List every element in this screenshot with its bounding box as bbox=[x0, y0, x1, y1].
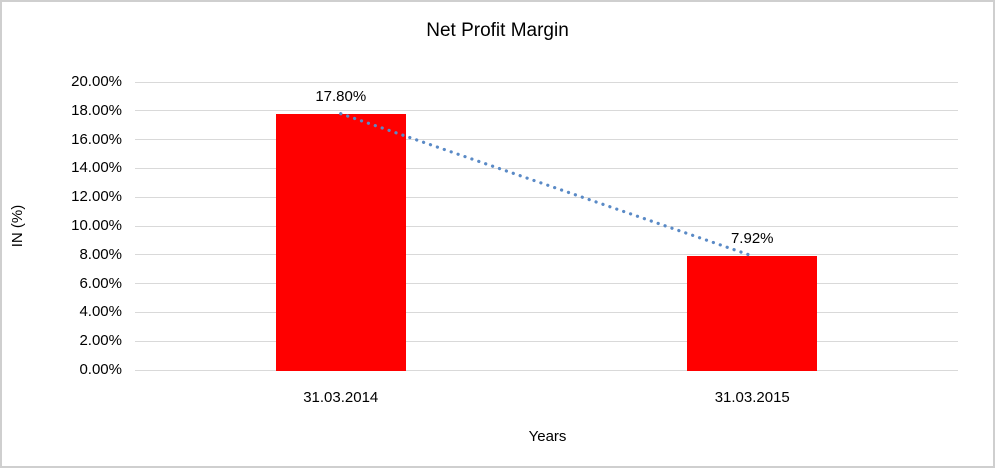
gridline bbox=[135, 311, 958, 313]
x-tick-label: 31.03.2014 bbox=[303, 389, 379, 406]
bar-value-label: 7.92% bbox=[730, 229, 774, 247]
gridline bbox=[135, 139, 958, 141]
gridline bbox=[135, 81, 958, 83]
gridline bbox=[135, 369, 958, 371]
y-tick-label: 4.00% bbox=[79, 303, 122, 321]
y-tick-label: 16.00% bbox=[71, 130, 122, 148]
y-tick-label: 6.00% bbox=[79, 274, 122, 292]
y-tick-label: 2.00% bbox=[79, 332, 122, 350]
gridline bbox=[135, 110, 958, 112]
x-axis-title: Years bbox=[528, 428, 567, 445]
y-tick-label: 8.00% bbox=[79, 245, 122, 263]
y-tick-label: 20.00% bbox=[71, 73, 122, 90]
gridline bbox=[135, 167, 958, 169]
y-tick-label: 10.00% bbox=[71, 217, 122, 234]
y-tick-label: 18.00% bbox=[71, 101, 122, 119]
gridline bbox=[135, 254, 958, 256]
y-tick-label: 12.00% bbox=[71, 188, 122, 206]
bar-value-label: 17.80% bbox=[315, 87, 367, 105]
x-tick-label: 31.03.2015 bbox=[714, 389, 790, 406]
bar-31.03.2015 bbox=[687, 255, 818, 371]
y-tick-label: 0.00% bbox=[79, 361, 122, 378]
gridline bbox=[135, 225, 958, 227]
gridline bbox=[135, 283, 958, 285]
gridline bbox=[135, 340, 958, 342]
y-axis-title: IN (%) bbox=[9, 204, 26, 248]
gridline bbox=[135, 196, 958, 198]
bar-31.03.2014 bbox=[275, 113, 406, 371]
y-tick-label: 14.00% bbox=[71, 159, 122, 177]
chart-title: Net Profit Margin bbox=[426, 20, 569, 41]
